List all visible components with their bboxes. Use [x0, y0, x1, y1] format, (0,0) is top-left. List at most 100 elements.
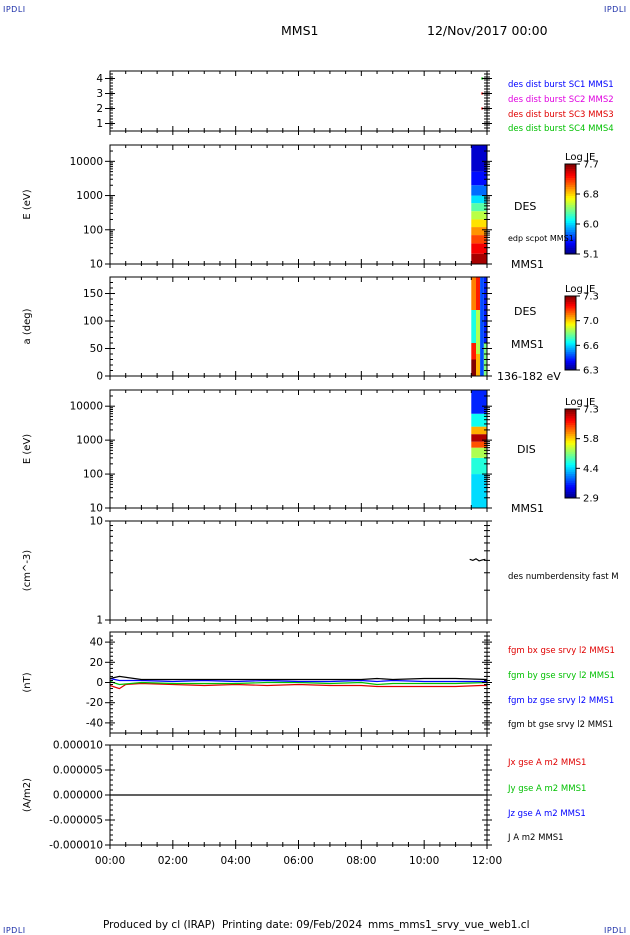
colorbar-segment [565, 220, 576, 223]
colorbar-segment [565, 357, 576, 360]
legend-entry: fgm bx gse srvy l2 MMS1 [508, 646, 615, 656]
colorbar-segment [565, 475, 576, 479]
colorbar-segment [565, 166, 576, 169]
colorbar-segment [565, 325, 576, 328]
colorbar-segment [565, 477, 576, 481]
colorbar-segment [565, 310, 576, 314]
colorbar-frame [564, 163, 577, 255]
colorbar-tick-label: 5.1 [583, 250, 599, 261]
colorbar-segment [565, 466, 576, 470]
panel-sublabel: MMS1 [511, 338, 544, 351]
colorbar-segment [565, 489, 576, 492]
colorbar-tick-label: 5.8 [583, 434, 599, 445]
colorbar-segment [565, 213, 576, 217]
y-tick-label: 100 [83, 224, 103, 236]
y-tick-label: 10000 [70, 401, 103, 413]
colorbar-segment [565, 308, 576, 312]
x-tick-label: 08:00 [346, 855, 376, 867]
legend-entry: des numberdensity fast M [508, 572, 619, 582]
y-tick-label: 10000 [70, 156, 103, 168]
y-tick-label: 1 [96, 615, 103, 627]
colorbar-segment [565, 301, 576, 304]
colorbar-segment [565, 444, 576, 448]
colorbar-segment [565, 345, 576, 349]
heatmap-cell [476, 277, 481, 310]
colorbar-segment [565, 449, 576, 452]
colorbar-segment [565, 362, 576, 365]
colorbar-frame [564, 295, 577, 371]
panel-label: DIS [517, 443, 536, 456]
heatmap-cell [471, 426, 487, 435]
colorbar-segment [565, 480, 576, 483]
colorbar-title: Log JE [565, 397, 595, 408]
series-line [109, 675, 488, 681]
legend-entry: des dist burst SC3 MMS3 [508, 110, 614, 120]
colorbar-segment [565, 236, 576, 239]
colorbar-segment [565, 224, 576, 228]
colorbar-segment [565, 251, 576, 255]
legend-entry: Jy gse A m2 MMS1 [507, 784, 586, 794]
series-line [109, 680, 488, 686]
colorbar-segment [565, 446, 576, 450]
colorbar-segment [565, 453, 576, 457]
colorbar-segment [565, 482, 576, 486]
y-tick-label: 1000 [76, 190, 103, 202]
panel-bottom-label: 136-182 eV [497, 370, 561, 383]
colorbar-segment [565, 218, 576, 221]
heatmap-cell [471, 277, 477, 310]
colorbar-segment [565, 202, 576, 205]
legend-entry: Jx gse A m2 MMS1 [507, 758, 586, 768]
colorbar-segment [565, 424, 576, 428]
colorbar-frame [564, 408, 577, 499]
series-line [109, 677, 487, 683]
colorbar-segment [565, 462, 576, 466]
colorbar-segment [565, 206, 576, 210]
heatmap-cell [471, 457, 487, 475]
colorbar-segment [565, 331, 576, 334]
colorbar-segment [565, 195, 576, 199]
colorbar-segment [565, 215, 576, 219]
logo-top-left: IPDLI [3, 5, 26, 14]
colorbar-segment [565, 426, 576, 430]
colorbar-segment [565, 247, 576, 250]
colorbar-segment [565, 413, 576, 417]
colorbar-segment [565, 347, 576, 351]
colorbar-segment [565, 316, 576, 319]
colorbar-segment [565, 312, 576, 315]
colorbar-segment [565, 307, 576, 310]
colorbar-segment [565, 229, 576, 232]
heatmap-cell [471, 390, 487, 414]
colorbar-segment [565, 297, 576, 301]
y-tick-label: -20 [86, 697, 103, 709]
colorbar-segment [565, 320, 576, 323]
x-tick-label: 04:00 [221, 855, 251, 867]
colorbar-segment [565, 431, 576, 434]
colorbar-segment [565, 429, 576, 432]
heatmap-cell [471, 253, 487, 264]
y-tick-label: 0.000005 [53, 765, 103, 777]
heatmap-cell [471, 235, 487, 244]
colorbar-segment [565, 231, 576, 235]
colorbar-segment [565, 323, 576, 327]
x-tick-label: 00:00 [95, 855, 125, 867]
colorbar-segment [565, 355, 576, 358]
colorbar-segment [565, 240, 576, 244]
colorbar-segment [565, 175, 576, 178]
heatmap-cell [471, 474, 487, 508]
colorbar-segment [565, 209, 576, 212]
colorbar-segment [565, 227, 576, 230]
colorbar-segment [565, 422, 576, 426]
colorbar-segment [565, 366, 576, 369]
y-tick-label: -0.000005 [49, 815, 103, 827]
colorbar-tick-label: 6.0 [583, 220, 599, 231]
colorbar-segment [565, 338, 576, 341]
colorbar-segment [565, 358, 576, 362]
y-axis-label: (nT) [22, 672, 33, 692]
colorbar-segment [565, 245, 576, 248]
colorbar-segment [565, 191, 576, 194]
colorbar-segment [565, 442, 576, 446]
colorbar-segment [565, 451, 576, 454]
heatmap-cell [471, 185, 487, 196]
mission-title: MMS1 [281, 23, 319, 38]
heatmap-cell [471, 441, 487, 448]
